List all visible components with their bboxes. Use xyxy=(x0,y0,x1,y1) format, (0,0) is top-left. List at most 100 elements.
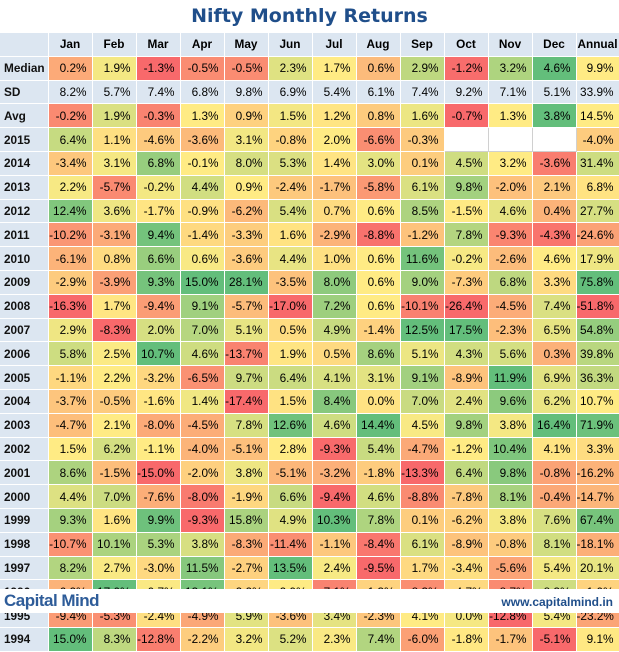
data-cell: -5.1% xyxy=(268,460,313,486)
data-cell: -51.8% xyxy=(576,294,619,319)
data-cell: -3.2% xyxy=(312,460,357,486)
data-cell: -6.6% xyxy=(356,127,401,152)
data-cell: -0.5% xyxy=(92,389,137,414)
data-cell: 28.1% xyxy=(224,270,269,295)
data-cell: 9.8% xyxy=(488,460,533,486)
table-row: 2001 8.6% -1.5% -15.0% -2.0% 3.8% -5.1% -3.2% -1… xyxy=(0,460,619,486)
data-cell: 3.8% xyxy=(532,103,577,129)
data-cell: -0.8% xyxy=(268,127,313,152)
data-cell: 2.0% xyxy=(136,318,181,343)
data-cell: 7.8% xyxy=(444,222,489,248)
data-cell: 3.2% xyxy=(224,627,269,652)
data-cell: -6.5% xyxy=(180,365,225,390)
data-cell: -8.8% xyxy=(400,484,445,509)
data-cell: -17.0% xyxy=(268,294,313,319)
data-cell: 4.5% xyxy=(400,413,445,438)
data-cell: 1.9% xyxy=(92,103,137,129)
website-url[interactable]: www.capitalmind.in xyxy=(501,595,613,609)
row-label: 1998 xyxy=(0,532,49,557)
data-cell: -26.4% xyxy=(444,294,489,319)
table-row: 2010 -6.1% 0.8% 6.6% 0.6% -3.6% 4.4% 1.0% 0.6% 11… xyxy=(0,246,619,271)
column-header-sep: Sep xyxy=(400,33,445,57)
data-cell: -0.4% xyxy=(532,484,577,509)
data-cell: 3.0% xyxy=(356,151,401,176)
data-cell: 1.6% xyxy=(400,103,445,129)
data-cell: 6.8% xyxy=(136,151,181,176)
data-cell: -16.3% xyxy=(48,294,93,319)
data-cell: 27.7% xyxy=(576,199,619,224)
column-header-jun: Jun xyxy=(268,33,313,57)
data-cell: 5.4% xyxy=(356,437,401,462)
data-cell: -8.3% xyxy=(224,532,269,557)
data-cell: -0.8% xyxy=(488,532,533,557)
data-cell: 4.9% xyxy=(268,508,313,533)
row-label: 1994 xyxy=(0,627,49,652)
data-cell: 9.0% xyxy=(400,270,445,295)
data-cell: 0.6% xyxy=(356,199,401,224)
data-cell: 9.7% xyxy=(224,365,269,390)
data-cell: -10.7% xyxy=(48,532,93,557)
data-cell: 1.7% xyxy=(400,556,445,581)
data-cell: 0.4% xyxy=(532,199,577,224)
data-cell: 1.9% xyxy=(92,56,137,81)
data-cell: -3.0% xyxy=(136,556,181,581)
data-cell: -1.1% xyxy=(136,437,181,462)
data-cell: 17.9% xyxy=(576,246,619,271)
data-cell: 3.1% xyxy=(224,127,269,152)
data-cell: 8.4% xyxy=(312,389,357,414)
data-cell: 4.1% xyxy=(312,365,357,390)
data-cell: 2.7% xyxy=(92,556,137,581)
data-cell: 3.2% xyxy=(488,151,533,176)
data-cell: 10.1% xyxy=(92,532,137,557)
row-label: SD xyxy=(0,80,49,105)
data-cell: 7.4% xyxy=(356,627,401,652)
data-cell: 1.4% xyxy=(180,389,225,414)
data-cell: -24.6% xyxy=(576,222,619,248)
data-cell: 67.4% xyxy=(576,508,619,533)
table-row: Avg -0.2% 1.9% -0.3% 1.3% 0.9% 1.5% 1.2% 0.8% 1.6… xyxy=(0,103,619,129)
data-cell: 0.0% xyxy=(356,389,401,414)
table-row: 2012 12.4% 3.6% -1.7% -0.9% -6.2% 5.4% 0.7% 0.6%… xyxy=(0,199,619,224)
data-cell: 0.5% xyxy=(268,318,313,343)
data-cell: 9.8% xyxy=(444,413,489,438)
table-row: 2008 -16.3% 1.7% -9.4% 9.1% -5.7% -17.0% 7.2% 0.… xyxy=(0,294,619,319)
data-cell: 6.8% xyxy=(488,270,533,295)
data-cell: 14.5% xyxy=(576,103,619,129)
table-row: 1997 8.2% 2.7% -3.0% 11.5% -2.7% 13.5% 2.4% -9.5… xyxy=(0,556,619,581)
data-cell xyxy=(444,127,489,152)
row-label: 2008 xyxy=(0,294,49,319)
row-label: 2012 xyxy=(0,199,49,224)
data-cell: 2.0% xyxy=(312,127,357,152)
row-label: 2015 xyxy=(0,127,49,152)
data-cell: 12.5% xyxy=(400,318,445,343)
data-cell: -3.4% xyxy=(444,556,489,581)
data-cell: 2.2% xyxy=(92,365,137,390)
data-cell: 3.3% xyxy=(532,270,577,295)
data-cell: -1.7% xyxy=(312,175,357,200)
data-cell: 2.4% xyxy=(444,389,489,414)
data-cell: -4.7% xyxy=(48,413,93,438)
data-cell: -5.8% xyxy=(356,175,401,200)
data-cell: 9.9% xyxy=(576,56,619,81)
data-cell: -2.9% xyxy=(312,222,357,248)
column-header-mar: Mar xyxy=(136,33,181,57)
data-cell: -1.1% xyxy=(312,532,357,557)
data-cell: 15.0% xyxy=(180,270,225,295)
data-cell: 4.6% xyxy=(180,341,225,367)
data-cell: -4.0% xyxy=(180,437,225,462)
column-header-jan: Jan xyxy=(48,33,93,57)
data-cell: 1.1% xyxy=(92,127,137,152)
data-cell: 4.4% xyxy=(180,175,225,200)
data-cell: -0.1% xyxy=(180,151,225,176)
data-cell: 1.9% xyxy=(268,341,313,367)
data-cell: 1.6% xyxy=(92,508,137,533)
data-cell: -8.4% xyxy=(356,532,401,557)
row-label: 2010 xyxy=(0,246,49,271)
data-cell: 2.2% xyxy=(48,175,93,200)
data-cell: 1.5% xyxy=(48,437,93,462)
table-body: Median 0.2% 1.9% -1.3% -0.5% -0.5% 2.3% 1.7% 0.6… xyxy=(0,56,619,652)
data-cell: -10.1% xyxy=(400,294,445,319)
data-cell: 3.2% xyxy=(488,56,533,81)
data-cell: 1.7% xyxy=(312,56,357,81)
data-cell: -0.2% xyxy=(48,103,93,129)
